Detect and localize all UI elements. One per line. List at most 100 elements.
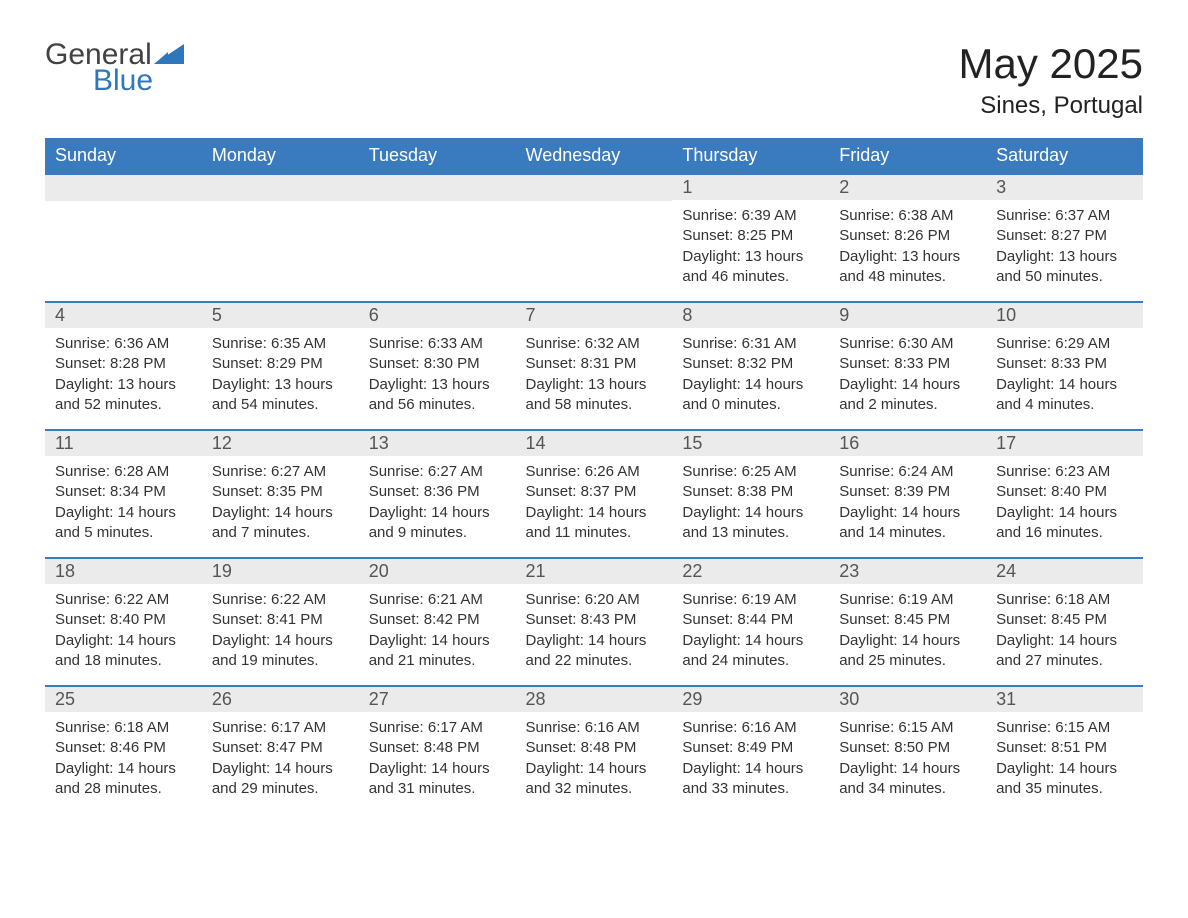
day-cell: 17Sunrise: 6:23 AMSunset: 8:40 PMDayligh…: [986, 430, 1143, 558]
day-cell: 23Sunrise: 6:19 AMSunset: 8:45 PMDayligh…: [829, 558, 986, 686]
sunset-line: Sunset: 8:46 PM: [55, 738, 192, 758]
day-cell: [45, 174, 202, 302]
sunset-line: Sunset: 8:31 PM: [526, 354, 663, 374]
title-block: May 2025 Sines, Portugal: [959, 40, 1143, 120]
sunset-line: Sunset: 8:25 PM: [682, 226, 819, 246]
day-content: Sunrise: 6:38 AMSunset: 8:26 PMDaylight:…: [829, 200, 986, 291]
sunset-line: Sunset: 8:39 PM: [839, 482, 976, 502]
week-row: 25Sunrise: 6:18 AMSunset: 8:46 PMDayligh…: [45, 686, 1143, 803]
sunrise-line: Sunrise: 6:18 AM: [55, 718, 192, 738]
sunset-line: Sunset: 8:43 PM: [526, 610, 663, 630]
sunset-line: Sunset: 8:48 PM: [526, 738, 663, 758]
sunrise-line: Sunrise: 6:18 AM: [996, 590, 1133, 610]
week-row: 18Sunrise: 6:22 AMSunset: 8:40 PMDayligh…: [45, 558, 1143, 686]
daylight-line: Daylight: 14 hours and 24 minutes.: [682, 631, 819, 672]
sunset-line: Sunset: 8:35 PM: [212, 482, 349, 502]
day-content: Sunrise: 6:26 AMSunset: 8:37 PMDaylight:…: [516, 456, 673, 547]
location-label: Sines, Portugal: [959, 92, 1143, 120]
sunrise-line: Sunrise: 6:17 AM: [369, 718, 506, 738]
sunrise-line: Sunrise: 6:16 AM: [526, 718, 663, 738]
day-content: Sunrise: 6:20 AMSunset: 8:43 PMDaylight:…: [516, 584, 673, 675]
header-friday: Friday: [829, 138, 986, 174]
day-cell: 7Sunrise: 6:32 AMSunset: 8:31 PMDaylight…: [516, 302, 673, 430]
day-content: Sunrise: 6:19 AMSunset: 8:45 PMDaylight:…: [829, 584, 986, 675]
daylight-line: Daylight: 13 hours and 58 minutes.: [526, 375, 663, 416]
header-monday: Monday: [202, 138, 359, 174]
sunset-line: Sunset: 8:40 PM: [55, 610, 192, 630]
sunrise-line: Sunrise: 6:36 AM: [55, 334, 192, 354]
week-row: 11Sunrise: 6:28 AMSunset: 8:34 PMDayligh…: [45, 430, 1143, 558]
day-number: 12: [202, 431, 359, 456]
day-cell: 2Sunrise: 6:38 AMSunset: 8:26 PMDaylight…: [829, 174, 986, 302]
sunrise-line: Sunrise: 6:24 AM: [839, 462, 976, 482]
sunset-line: Sunset: 8:29 PM: [212, 354, 349, 374]
day-content: Sunrise: 6:24 AMSunset: 8:39 PMDaylight:…: [829, 456, 986, 547]
daylight-line: Daylight: 13 hours and 50 minutes.: [996, 247, 1133, 288]
day-cell: 31Sunrise: 6:15 AMSunset: 8:51 PMDayligh…: [986, 686, 1143, 803]
sunset-line: Sunset: 8:47 PM: [212, 738, 349, 758]
day-content: Sunrise: 6:15 AMSunset: 8:51 PMDaylight:…: [986, 712, 1143, 803]
daylight-line: Daylight: 14 hours and 13 minutes.: [682, 503, 819, 544]
day-cell: 26Sunrise: 6:17 AMSunset: 8:47 PMDayligh…: [202, 686, 359, 803]
day-number: 31: [986, 687, 1143, 712]
logo-text: General Blue: [45, 40, 184, 96]
day-cell: 20Sunrise: 6:21 AMSunset: 8:42 PMDayligh…: [359, 558, 516, 686]
day-number: 28: [516, 687, 673, 712]
sunset-line: Sunset: 8:32 PM: [682, 354, 819, 374]
day-number: 15: [672, 431, 829, 456]
day-cell: 16Sunrise: 6:24 AMSunset: 8:39 PMDayligh…: [829, 430, 986, 558]
sunrise-line: Sunrise: 6:27 AM: [369, 462, 506, 482]
day-number: 11: [45, 431, 202, 456]
sunrise-line: Sunrise: 6:16 AM: [682, 718, 819, 738]
header-wednesday: Wednesday: [516, 138, 673, 174]
day-cell: 11Sunrise: 6:28 AMSunset: 8:34 PMDayligh…: [45, 430, 202, 558]
day-number: 27: [359, 687, 516, 712]
day-cell: 22Sunrise: 6:19 AMSunset: 8:44 PMDayligh…: [672, 558, 829, 686]
daylight-line: Daylight: 14 hours and 2 minutes.: [839, 375, 976, 416]
sunset-line: Sunset: 8:42 PM: [369, 610, 506, 630]
day-cell: 3Sunrise: 6:37 AMSunset: 8:27 PMDaylight…: [986, 174, 1143, 302]
daylight-line: Daylight: 14 hours and 28 minutes.: [55, 759, 192, 800]
daylight-line: Daylight: 14 hours and 9 minutes.: [369, 503, 506, 544]
day-number: 17: [986, 431, 1143, 456]
daylight-line: Daylight: 14 hours and 19 minutes.: [212, 631, 349, 672]
daylight-line: Daylight: 13 hours and 46 minutes.: [682, 247, 819, 288]
sunset-line: Sunset: 8:26 PM: [839, 226, 976, 246]
day-number: 5: [202, 303, 359, 328]
week-row: 1Sunrise: 6:39 AMSunset: 8:25 PMDaylight…: [45, 174, 1143, 302]
day-cell: [516, 174, 673, 302]
sunset-line: Sunset: 8:38 PM: [682, 482, 819, 502]
header-sunday: Sunday: [45, 138, 202, 174]
day-cell: [202, 174, 359, 302]
day-number: 20: [359, 559, 516, 584]
day-cell: 15Sunrise: 6:25 AMSunset: 8:38 PMDayligh…: [672, 430, 829, 558]
day-cell: 4Sunrise: 6:36 AMSunset: 8:28 PMDaylight…: [45, 302, 202, 430]
day-cell: 27Sunrise: 6:17 AMSunset: 8:48 PMDayligh…: [359, 686, 516, 803]
sunset-line: Sunset: 8:49 PM: [682, 738, 819, 758]
day-number: 21: [516, 559, 673, 584]
daylight-line: Daylight: 14 hours and 16 minutes.: [996, 503, 1133, 544]
sunset-line: Sunset: 8:41 PM: [212, 610, 349, 630]
day-content: Sunrise: 6:33 AMSunset: 8:30 PMDaylight:…: [359, 328, 516, 419]
daylight-line: Daylight: 13 hours and 54 minutes.: [212, 375, 349, 416]
day-cell: 13Sunrise: 6:27 AMSunset: 8:36 PMDayligh…: [359, 430, 516, 558]
sunrise-line: Sunrise: 6:39 AM: [682, 206, 819, 226]
day-number: 2: [829, 175, 986, 200]
day-cell: 12Sunrise: 6:27 AMSunset: 8:35 PMDayligh…: [202, 430, 359, 558]
day-number: 16: [829, 431, 986, 456]
sunrise-line: Sunrise: 6:28 AM: [55, 462, 192, 482]
day-cell: 21Sunrise: 6:20 AMSunset: 8:43 PMDayligh…: [516, 558, 673, 686]
day-content: Sunrise: 6:17 AMSunset: 8:47 PMDaylight:…: [202, 712, 359, 803]
day-number: 10: [986, 303, 1143, 328]
day-number: 9: [829, 303, 986, 328]
day-number: 26: [202, 687, 359, 712]
day-number: 30: [829, 687, 986, 712]
sunrise-line: Sunrise: 6:15 AM: [839, 718, 976, 738]
sunset-line: Sunset: 8:30 PM: [369, 354, 506, 374]
sunrise-line: Sunrise: 6:38 AM: [839, 206, 976, 226]
day-cell: 9Sunrise: 6:30 AMSunset: 8:33 PMDaylight…: [829, 302, 986, 430]
day-cell: 8Sunrise: 6:31 AMSunset: 8:32 PMDaylight…: [672, 302, 829, 430]
day-content: Sunrise: 6:22 AMSunset: 8:41 PMDaylight:…: [202, 584, 359, 675]
day-content: Sunrise: 6:29 AMSunset: 8:33 PMDaylight:…: [986, 328, 1143, 419]
empty-day: [516, 175, 673, 201]
